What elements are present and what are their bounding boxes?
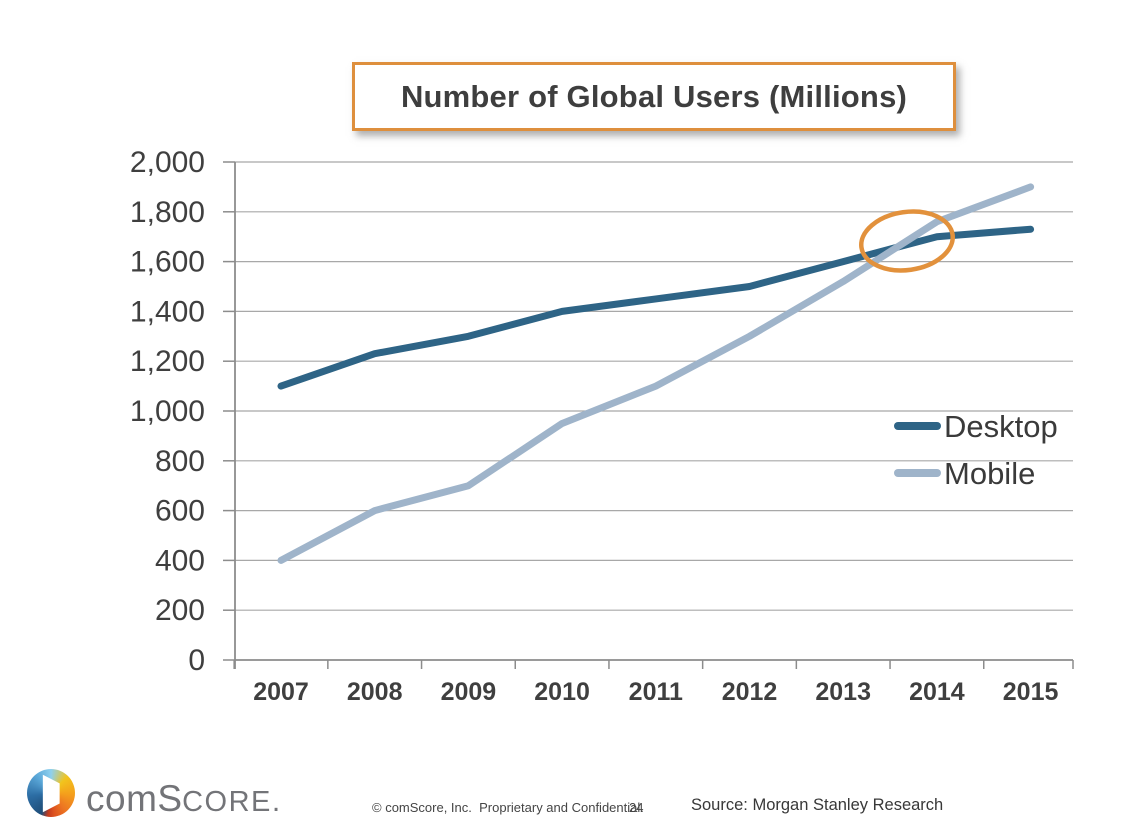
source-attribution: Source: Morgan Stanley Research xyxy=(691,796,944,814)
x-axis-label: 2011 xyxy=(629,678,683,706)
x-axis-label: 2008 xyxy=(347,678,403,706)
desktop-mobile-crossover-highlight-ellipse xyxy=(859,209,955,273)
x-axis-label: 2009 xyxy=(441,678,497,706)
y-axis-label: 800 xyxy=(155,445,205,478)
x-axis-label: 2015 xyxy=(1003,678,1059,706)
series-line-desktop xyxy=(277,225,1035,390)
copyright-text: © comScore, Inc. Proprietary and Confide… xyxy=(372,800,644,815)
y-axis-label: 0 xyxy=(188,644,205,677)
y-axis-label: 400 xyxy=(155,544,205,577)
legend-label-mobile: Mobile xyxy=(944,456,1035,491)
comscore-logo-icon xyxy=(27,769,75,817)
page-number: 24 xyxy=(629,800,644,815)
y-axis-label: 1,600 xyxy=(130,246,205,279)
brand-text: CORE xyxy=(182,786,272,818)
series-line-mobile xyxy=(277,183,1035,564)
y-axis-label: 2,000 xyxy=(130,146,205,179)
y-axis-label: 1,200 xyxy=(130,345,205,378)
comscore-wordmark: comSCORE. xyxy=(86,778,280,820)
brand-text: S xyxy=(157,778,183,819)
y-axis-label: 1,800 xyxy=(130,196,205,229)
x-axis-label: 2007 xyxy=(253,678,309,706)
y-axis-label: 1,400 xyxy=(130,295,205,328)
brand-text: . xyxy=(271,785,281,818)
x-axis-label: 2010 xyxy=(534,678,590,706)
brand-text: com xyxy=(86,778,158,819)
y-axis-label: 1,000 xyxy=(130,395,205,428)
x-axis-label: 2014 xyxy=(909,678,965,706)
x-axis-label: 2013 xyxy=(815,678,871,706)
legend-label-desktop: Desktop xyxy=(944,409,1058,444)
y-axis-label: 600 xyxy=(155,495,205,528)
chart-title-box: Number of Global Users (Millions) xyxy=(352,62,956,131)
chart-title: Number of Global Users (Millions) xyxy=(400,78,908,114)
y-axis-label: 200 xyxy=(155,594,205,627)
x-axis-label: 2012 xyxy=(722,678,778,706)
